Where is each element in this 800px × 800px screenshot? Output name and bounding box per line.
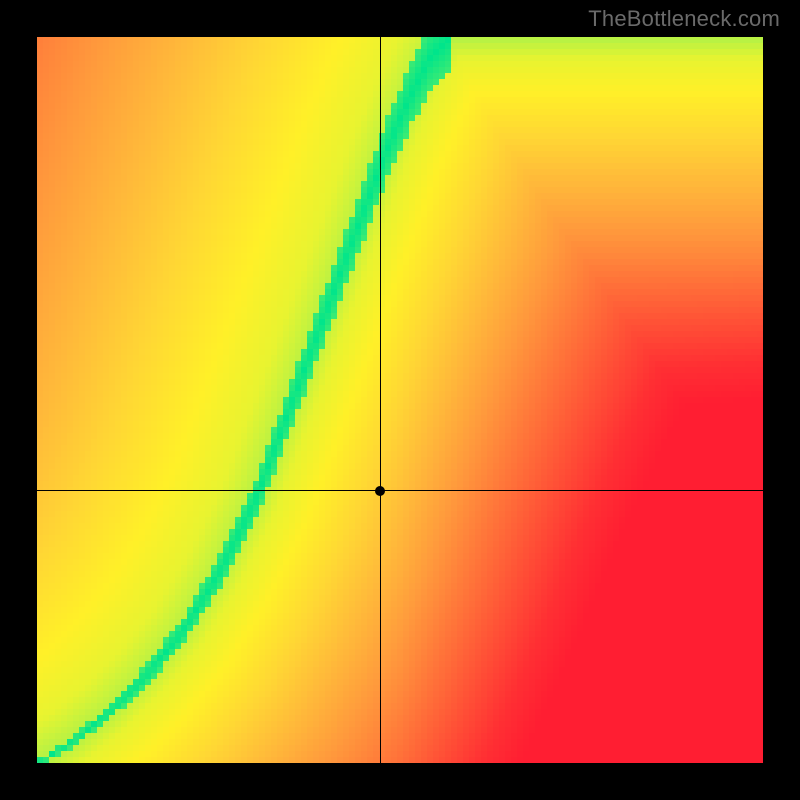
chart-container: TheBottleneck.com	[0, 0, 800, 800]
marker-dot	[375, 486, 385, 496]
plot-area	[37, 37, 763, 763]
crosshair-vertical	[380, 37, 381, 763]
crosshair-horizontal	[37, 490, 763, 491]
watermark-text: TheBottleneck.com	[588, 6, 780, 32]
heatmap-canvas	[37, 37, 763, 763]
